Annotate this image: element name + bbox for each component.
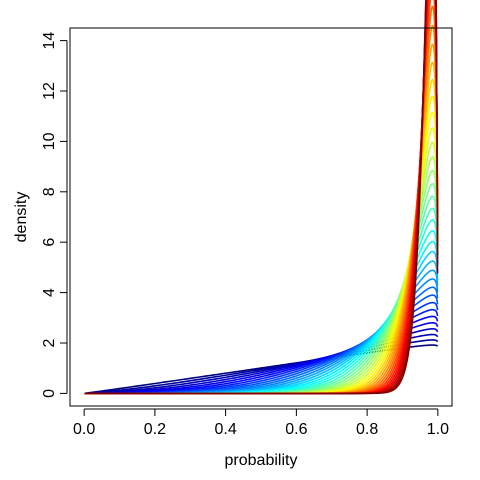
density-curve [84, 169, 439, 395]
y-axis: 0 2 4 6 8 10 12 14 [41, 32, 68, 398]
plot-frame [69, 27, 453, 407]
series-layer [84, 0, 439, 395]
x-tick-label: 0.2 [144, 421, 166, 438]
x-tick-label: 0.8 [356, 421, 378, 438]
y-tick-label: 8 [41, 187, 58, 196]
density-curve [84, 111, 439, 395]
y-tick-label: 12 [41, 82, 58, 100]
y-tick-label: 6 [41, 238, 58, 247]
x-tick-label: 0.6 [285, 421, 307, 438]
density-curve [84, 0, 439, 395]
x-tick-label: 0.4 [215, 421, 237, 438]
x-axis: 0.0 0.2 0.4 0.6 0.8 1.0 [73, 408, 449, 438]
y-tick-label: 10 [41, 132, 58, 150]
y-axis-label: density [13, 192, 30, 243]
density-curve [84, 141, 439, 395]
x-tick-label: 0.0 [73, 421, 95, 438]
y-tick-label: 2 [41, 338, 58, 347]
y-tick-label: 14 [41, 32, 58, 50]
y-tick-label: 0 [41, 389, 58, 398]
y-tick-label: 4 [41, 288, 58, 297]
x-axis-label: probability [225, 452, 298, 469]
x-tick-label: 1.0 [427, 421, 449, 438]
